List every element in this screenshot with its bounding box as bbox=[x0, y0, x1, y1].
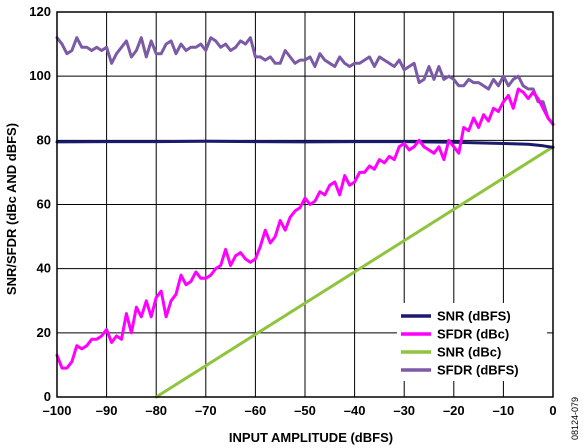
x-tick-label: –70 bbox=[195, 403, 217, 418]
y-axis-title: SNR/SFDR (dBc AND dBFS) bbox=[4, 123, 19, 295]
x-tick-label: 0 bbox=[549, 403, 556, 418]
series-line-snr-dbfs bbox=[55, 139, 555, 149]
x-tick-label: –30 bbox=[393, 403, 415, 418]
legend-label-snr-dbfs: SNR (dBFS) bbox=[437, 309, 511, 324]
x-tick-label: –60 bbox=[245, 403, 267, 418]
x-tick-label: –40 bbox=[344, 403, 366, 418]
plot-frame bbox=[56, 11, 554, 398]
x-tick-label: –90 bbox=[96, 403, 118, 418]
x-tick-label: –20 bbox=[443, 403, 465, 418]
x-tick-label: –80 bbox=[145, 403, 167, 418]
y-tick-label: 100 bbox=[29, 68, 51, 83]
legend-label-snr-dbc: SNR (dBc) bbox=[437, 345, 501, 360]
y-tick-label: 40 bbox=[37, 261, 51, 276]
series-line-sfdr-dbc bbox=[55, 87, 555, 370]
series-lines bbox=[55, 36, 555, 399]
x-axis-title: INPUT AMPLITUDE (dBFS) bbox=[229, 430, 393, 445]
legend-label-sfdr-dbfs: SFDR (dBFS) bbox=[437, 363, 519, 378]
legend-label-sfdr-dbc: SFDR (dBc) bbox=[437, 327, 509, 342]
y-tick-label: 60 bbox=[37, 197, 51, 212]
figure-id: 08124-079 bbox=[570, 397, 580, 440]
x-tick-label: –50 bbox=[294, 403, 316, 418]
x-tick-label: –10 bbox=[493, 403, 515, 418]
series-line-snr-dbc bbox=[154, 145, 555, 399]
y-tick-label: 0 bbox=[44, 389, 51, 404]
legend: SNR (dBFS) SFDR (dBc) SNR (dBc) SFDR (dBFS) bbox=[397, 303, 547, 381]
x-tick-label: –100 bbox=[43, 403, 72, 418]
axis-ticks: –100 –90 –80 –70 –60 –50 –40 –30 –20 –10 002040608… bbox=[29, 4, 556, 418]
y-tick-label: 80 bbox=[37, 132, 51, 147]
y-tick-label: 120 bbox=[29, 4, 51, 19]
y-tick-label: 20 bbox=[37, 325, 51, 340]
series-line-sfdr-dbfs bbox=[55, 36, 555, 126]
